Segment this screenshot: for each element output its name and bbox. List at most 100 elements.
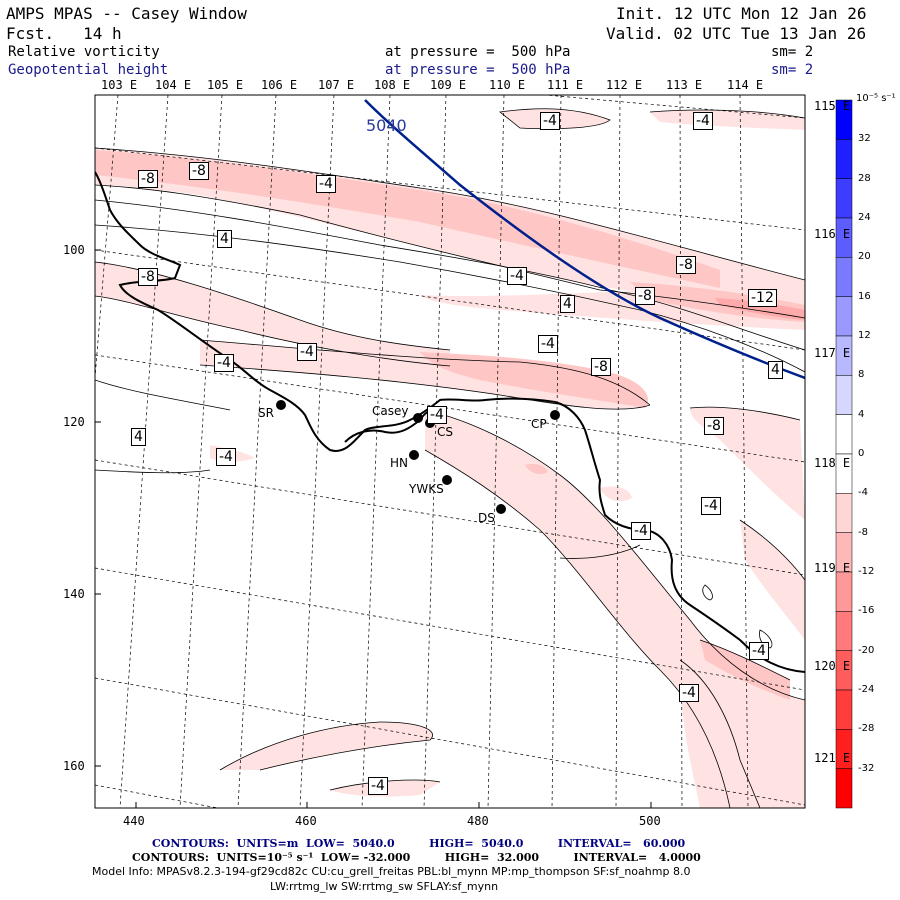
- vort-label: -4: [216, 448, 236, 466]
- colorbar-label: 20: [858, 251, 871, 263]
- valid-time: Valid. 02 UTC Tue 13 Jan 26: [606, 24, 867, 43]
- lon-label: 105 E: [207, 78, 244, 92]
- colorbar-swatch: [835, 296, 853, 337]
- station-label-cs: CS: [437, 425, 453, 439]
- station-label-casey: Casey: [372, 404, 409, 418]
- station-label-hn: HN: [390, 456, 408, 470]
- height-contour-label: 5040: [366, 116, 407, 135]
- lon-label: 110 E: [489, 78, 526, 92]
- colorbar-label: 16: [858, 290, 871, 302]
- vort-label: -4: [749, 642, 769, 660]
- station-label-ds: DS: [478, 511, 495, 525]
- x-tick-label: 500: [639, 814, 661, 828]
- lon-label: 113 E: [666, 78, 703, 92]
- field1-smoothing: sm= 2: [771, 44, 814, 60]
- station-marker-sr[interactable]: [276, 400, 286, 410]
- colorbar-label: 28: [858, 172, 871, 184]
- colorbar-label: -20: [858, 644, 875, 656]
- forecast-hour: Fcst. 14 h: [6, 24, 122, 43]
- vort-label: -4: [693, 112, 713, 130]
- station-marker-cp[interactable]: [550, 410, 560, 420]
- vort-label: -4: [214, 354, 234, 372]
- field2-level: at pressure = 500 hPa: [385, 62, 571, 78]
- x-tick-label: 460: [295, 814, 317, 828]
- colorbar-label: 12: [858, 330, 871, 341]
- lon-label: 106 E: [261, 78, 298, 92]
- lon-label: 111 E: [547, 78, 584, 92]
- colorbar: [835, 99, 853, 809]
- station-label-ywks: YWKS: [409, 482, 444, 496]
- vort-label: -8: [676, 256, 696, 274]
- colorbar-label: 8: [858, 369, 865, 381]
- vort-label: 4: [768, 361, 783, 379]
- init-time: Init. 12 UTC Mon 12 Jan 26: [616, 4, 867, 23]
- lon-label-right: 118 E: [814, 456, 851, 470]
- colorbar-swatch: [835, 611, 853, 651]
- graticule-parallels: [95, 95, 805, 808]
- station-marker-ywks[interactable]: [442, 475, 452, 485]
- footer-vorticity-contours: CONTOURS: UNITS=10⁻⁵ s⁻¹ LOW= -32.000 HI…: [132, 851, 701, 864]
- graticule-meridians: [95, 95, 749, 808]
- x-tick-label: 480: [467, 814, 489, 828]
- colorbar-label: 24: [858, 212, 871, 223]
- station-label-sr: SR: [258, 406, 274, 420]
- y-tick-label: 160: [63, 759, 85, 773]
- field2-name: Geopotential height: [8, 62, 169, 78]
- y-tick-label: 140: [63, 587, 85, 601]
- vort-label: -8: [138, 170, 158, 188]
- y-tick-label: 120: [63, 415, 85, 429]
- station-marker-casey[interactable]: [413, 413, 423, 423]
- colorbar-label: -8: [858, 526, 868, 538]
- lon-label: 114 E: [727, 78, 764, 92]
- colorbar-label: -28: [858, 723, 875, 735]
- vorticity-shading: [95, 108, 805, 808]
- colorbar-label: -12: [858, 566, 875, 577]
- field1-name: Relative vorticity: [8, 44, 160, 60]
- lon-label: 107 E: [318, 78, 355, 92]
- lon-label-right: 116 E: [814, 227, 851, 241]
- lon-label: 104 E: [155, 78, 192, 92]
- footer-model-info: Model Info: MPASv8.2.3-194-gf29cd82c CU:…: [92, 865, 691, 878]
- vort-label: -4: [427, 406, 447, 424]
- colorbar-label: 0: [858, 448, 865, 459]
- vort-label: -4: [701, 497, 721, 515]
- vort-label: 4: [131, 428, 146, 446]
- colorbar-label: 4: [858, 408, 865, 420]
- lon-label: 103 E: [101, 78, 138, 92]
- lon-label-right: 117 E: [814, 346, 851, 360]
- height-contour-5040: [364, 99, 805, 380]
- lon-label: 108 E: [374, 78, 411, 92]
- colorbar-swatch: [835, 178, 853, 219]
- colorbar-label: -32: [858, 762, 875, 774]
- colorbar-swatch: [835, 689, 853, 730]
- station-marker-hn[interactable]: [409, 450, 419, 460]
- colorbar-swatch: [835, 768, 853, 809]
- colorbar-label: -16: [858, 605, 875, 617]
- colorbar-label: -4: [858, 487, 868, 499]
- vort-label: -4: [507, 267, 527, 285]
- field1-level: at pressure = 500 hPa: [385, 44, 571, 60]
- colorbar-swatch: [835, 139, 853, 179]
- field2-smoothing: sm= 2: [771, 62, 814, 78]
- vort-label: -4: [316, 175, 336, 193]
- vort-label: -8: [591, 358, 611, 376]
- vort-label: -4: [538, 335, 558, 353]
- colorbar-swatch: [835, 257, 853, 297]
- colorbar-swatch: [835, 414, 853, 455]
- station-marker-ds[interactable]: [496, 504, 506, 514]
- colorbar-swatch: [835, 571, 853, 612]
- lon-label: 112 E: [606, 78, 643, 92]
- lon-label-right: 121 E: [814, 751, 851, 765]
- station-label-cp: CP: [531, 417, 547, 431]
- vort-label: 4: [217, 230, 232, 248]
- vort-label: -4: [368, 777, 388, 795]
- vort-label: -4: [631, 522, 651, 540]
- vort-label: 4: [560, 295, 575, 313]
- vorticity-contours: [95, 108, 805, 808]
- vort-label: -4: [297, 343, 317, 361]
- footer-height-contours: CONTOURS: UNITS=m LOW= 5040.0 HIGH= 5040…: [152, 837, 686, 850]
- plot-frame: [94, 94, 806, 809]
- x-tick-label: 440: [123, 814, 145, 828]
- lon-label-right: 119 E: [814, 561, 851, 575]
